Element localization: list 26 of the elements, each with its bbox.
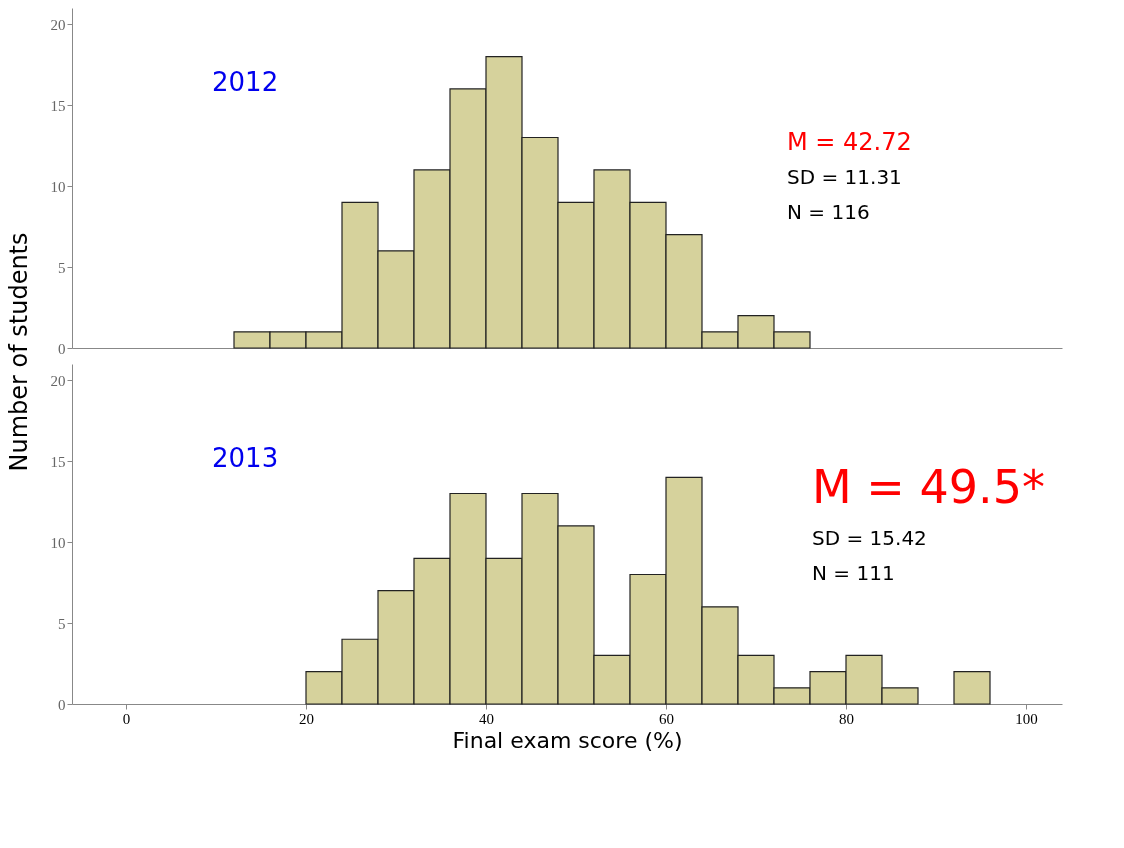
x-tick-label: 100 (1015, 710, 1038, 727)
y-tick-label: 10 (50, 534, 66, 551)
x-tick-label: 80 (839, 710, 854, 727)
y-tick-label: 5 (58, 615, 66, 632)
y-tick-label: 0 (58, 696, 66, 713)
annotation: SD = 11.31 (787, 165, 902, 189)
x-tick-label: 60 (659, 710, 674, 727)
annotation: M = 42.72 (787, 128, 912, 156)
y-tick-label: 20 (50, 372, 66, 389)
x-axis-title: Final exam score (%) (452, 727, 683, 753)
annotation: N = 111 (812, 561, 895, 585)
y-tick-label: 15 (50, 453, 66, 470)
x-tick-label: 0 (122, 710, 131, 727)
y-tick-label: 0 (58, 340, 66, 357)
y-tick-label: 10 (50, 178, 66, 195)
annotation: 2013 (212, 443, 279, 473)
annotation: SD = 15.42 (812, 526, 927, 550)
annotation: N = 116 (787, 200, 870, 224)
y-tick-label: 15 (50, 97, 66, 114)
x-tick-label: 20 (299, 710, 314, 727)
y-axis-title: Number of students (5, 232, 33, 472)
annotation: 2012 (212, 67, 279, 97)
y-tick-label: 20 (50, 16, 66, 33)
x-tick-label: 40 (479, 710, 494, 727)
y-tick-label: 5 (58, 259, 66, 276)
annotation: M = 49.5* (812, 460, 1045, 514)
